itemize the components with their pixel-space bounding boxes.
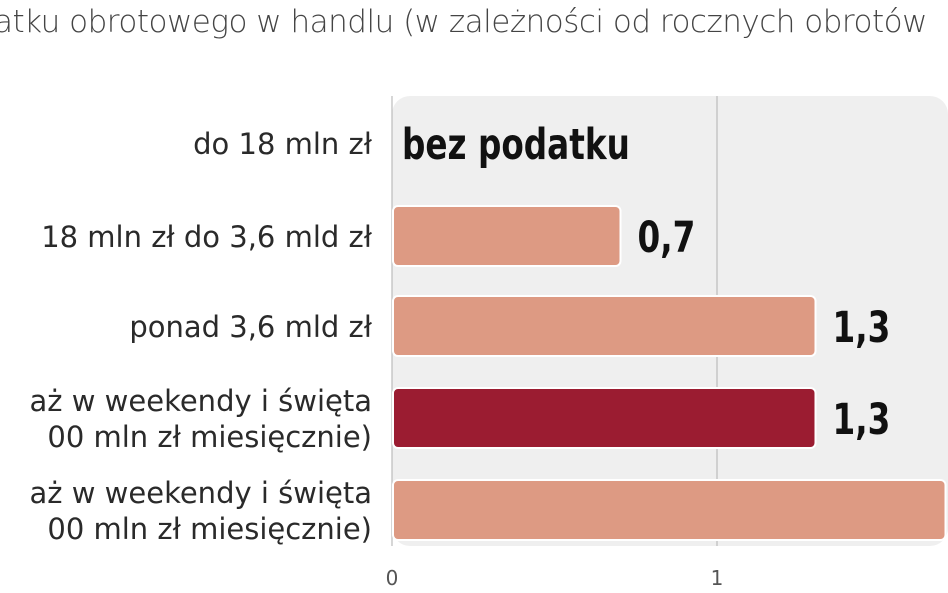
- value-label: 1,3: [832, 395, 890, 444]
- category-label: 00 mln zł miesięcznie): [47, 420, 372, 454]
- category-label: aż w weekendy i święta: [30, 384, 372, 418]
- chart-title: atku obrotowego w handlu (w zależności o…: [0, 4, 927, 40]
- value-label: bez podatku: [402, 120, 630, 169]
- value-label: 1,3: [832, 303, 890, 352]
- x-tick-label: 1: [711, 566, 724, 590]
- value-label: 0,7: [638, 213, 696, 262]
- category-label: ponad 3,6 mld zł: [129, 310, 372, 344]
- bar: [392, 295, 817, 357]
- bar: [392, 387, 817, 449]
- category-label: do 18 mln zł: [193, 127, 373, 161]
- category-label: 18 mln zł do 3,6 mld zł: [41, 220, 373, 254]
- bar: [392, 479, 947, 541]
- bar: [392, 205, 622, 267]
- x-tick-label: 0: [386, 566, 399, 590]
- category-label: 00 mln zł miesięcznie): [47, 512, 372, 546]
- category-label: aż w weekendy i święta: [30, 476, 372, 510]
